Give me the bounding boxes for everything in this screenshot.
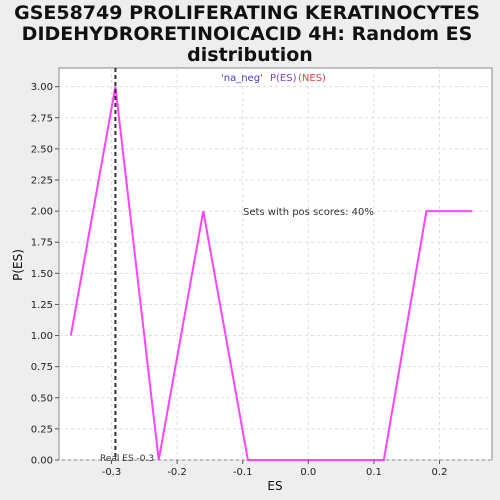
y-axis: 0.00 0.25 0.50 0.75 1.00 1.25 1.50 1.75 2.00 2.25…	[31, 82, 59, 467]
y-tick-label: 2.25	[31, 176, 53, 187]
y-tick-label: 0.75	[31, 362, 53, 373]
chart-title: GSE58749 PROLIFERATING KERATINOCYTES DID…	[14, 2, 480, 66]
x-tick-label: -0.1	[233, 467, 253, 478]
series-layer	[69, 86, 473, 461]
y-tick-label: 0.00	[31, 456, 53, 467]
grid-lines	[59, 68, 492, 461]
chart-title-line-3: distribution	[187, 44, 313, 66]
y-tick-label: 1.50	[31, 269, 53, 280]
x-tick-label: 0.1	[366, 467, 382, 478]
y-tick-label: 2.50	[31, 144, 53, 155]
y-tick-label: 2.75	[31, 113, 53, 124]
plot-area	[58, 67, 493, 461]
pos-scores-annotation: Sets with pos scores: 40%	[243, 207, 374, 218]
x-axis-label: ES	[267, 479, 282, 493]
x-tick-label: 0.0	[300, 467, 316, 478]
y-tick-label: 1.25	[31, 300, 53, 311]
series-line	[69, 86, 473, 461]
y-tick-label: 3.00	[31, 82, 53, 93]
y-tick-label: 1.00	[31, 331, 53, 342]
real-es-label: Real ES -0.3	[100, 454, 154, 464]
y-tick-label: 0.50	[31, 393, 53, 404]
x-axis: -0.3 -0.2 -0.1 0.0 0.1 0.2	[102, 460, 448, 478]
y-axis-label: P(ES)	[11, 249, 25, 281]
legend-pes: P(ES)	[270, 73, 297, 84]
legend-nes: (NES)	[298, 73, 326, 84]
x-tick-label: -0.2	[167, 467, 187, 478]
y-tick-label: 1.75	[31, 238, 53, 249]
chart-title-line-1: GSE58749 PROLIFERATING KERATINOCYTES	[14, 2, 480, 24]
legend-na-neg: 'na_neg'	[221, 73, 263, 84]
y-tick-label: 2.00	[31, 207, 53, 218]
x-tick-label: 0.2	[432, 467, 448, 478]
x-tick-label: -0.3	[102, 467, 122, 478]
chart-title-line-2: DIDEHYDRORETINOICACID 4H: Random ES	[22, 23, 473, 45]
y-tick-label: 0.25	[31, 424, 53, 435]
